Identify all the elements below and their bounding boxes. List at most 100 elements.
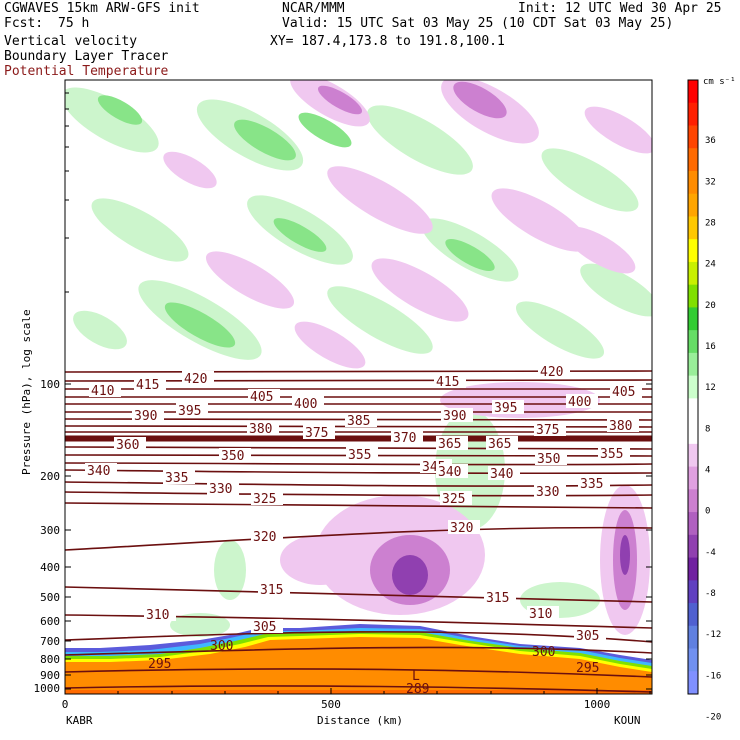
theta-label: 335 [580,477,603,492]
colorbar-swatch [688,489,698,513]
init-time: Init: 12 UTC Wed 30 Apr 25 [518,1,722,16]
y-tick-label: 700 [40,635,60,648]
colorbar-swatch [688,603,698,627]
colorbar-swatch [688,330,698,354]
theta-label: 365 [438,437,461,452]
theta-label: 350 [537,452,560,467]
colorbar-swatch [688,512,698,536]
theta-label: 355 [348,448,371,463]
y-tick-label: 800 [40,653,60,666]
theta-label: 355 [600,447,623,462]
model-title: CGWAVES 15km ARW-GFS init [4,1,200,16]
colorbar-label: -12 [705,630,721,640]
y-tick-label: 400 [40,561,60,574]
theta-label: 410 [91,384,114,399]
field-boundary-layer-tracer: Boundary Layer Tracer [4,49,169,64]
colorbar-label: 20 [705,301,716,311]
colorbar-swatch [688,239,698,263]
colorbar-swatch [688,216,698,240]
theta-label: 375 [305,426,328,441]
field-potential-temperature: Potential Temperature [4,64,169,79]
colorbar-label: 36 [705,136,716,146]
theta-label: 400 [294,397,317,412]
y-tick-label: 500 [40,591,60,604]
theta-label: 305 [576,629,599,644]
colorbar-label: 16 [705,342,716,352]
colorbar-swatch [688,80,698,104]
colorbar-swatch [688,170,698,195]
y-axis-title: Pressure (hPa), log scale [20,309,33,475]
plot-area: 420 420 415 415 410 405 405 400 400 395 … [65,80,652,697]
theta-label: 315 [486,591,509,606]
theta-label: 340 [438,465,461,480]
theta-label: 420 [540,365,563,380]
theta-label: 340 [87,464,110,479]
colorbar-label: -8 [705,589,716,599]
colorbar-label: 32 [705,177,716,187]
colorbar: cm s⁻¹ 36 32 28 24 20 16 12 8 4 0 -4 -8 -12 -16 -20 [687,77,736,722]
colorbar-label: -4 [705,548,716,558]
colorbar-swatch [688,261,698,286]
y-tick-label: 1000 [34,682,61,695]
theta-label: 360 [116,438,139,453]
theta-label: 300 [532,645,555,660]
boundary-layer-tracer [65,624,652,694]
y-tick-label: 300 [40,524,60,537]
theta-label: 305 [253,620,276,635]
theta-label: 380 [609,419,632,434]
colorbar-swatch [688,648,698,672]
colorbar-frame [687,79,699,695]
colorbar-swatch [688,352,698,377]
theta-label: 325 [442,492,465,507]
colorbar-label: -16 [705,671,721,681]
colorbar-swatch [688,625,698,650]
theta-label: 350 [221,449,244,464]
y-tick-label: 100 [40,378,60,391]
colorbar-label: 0 [705,507,710,517]
valid-time: Valid: 15 UTC Sat 03 May 25 (10 CDT Sat … [282,16,674,31]
colorbar-label: 4 [705,465,710,475]
colorbar-swatch [688,557,698,581]
x-tick-label: 0 [62,698,69,711]
boundary-layer-label: L [412,669,420,684]
theta-label: 330 [209,482,232,497]
field-vertical-velocity: Vertical velocity [4,34,138,49]
colorbar-swatch [688,375,698,399]
colorbar-swatch [688,125,698,149]
theta-label: 320 [450,521,473,536]
forecast-label: Fcst: [4,16,44,31]
colorbar-swatch [688,534,698,559]
colorbar-swatch [688,671,698,695]
theta-label: 289 [406,682,429,697]
theta-label: 395 [178,404,201,419]
colorbar-swatch [688,284,698,308]
x-axis-title: Distance (km) [317,714,403,727]
theta-label: 310 [529,607,552,622]
x-tick-label: 1000 [584,698,611,711]
vertical-velocity-shading [65,80,652,637]
x-axis: 0 500 1000 KABR KOUN Distance (km) [62,688,651,727]
colorbar-label: 12 [705,383,716,393]
start-station-label: KABR [66,714,93,727]
theta-label: 365 [488,437,511,452]
theta-label: 390 [443,409,466,424]
theta-label: 325 [253,492,276,507]
theta-label: 400 [568,395,591,410]
theta-label: 415 [436,375,459,390]
forecast-hours: 75 h [58,16,90,31]
theta-label: 385 [347,414,370,429]
colorbar-swatch [688,466,698,490]
theta-label: 335 [165,471,188,486]
colorbar-swatch [688,421,698,445]
colorbar-label: -20 [705,712,721,722]
colorbar-label: 8 [705,424,710,434]
y-tick-label: 900 [40,669,60,682]
x-tick-label: 500 [321,698,341,711]
theta-label: 415 [136,378,159,393]
theta-label: 390 [134,409,157,424]
colorbar-label: 24 [705,260,716,270]
theta-label: 380 [249,422,272,437]
y-axis: 100 200 300 400 500 600 700 800 900 1000… [20,92,652,695]
theta-label: 315 [260,583,283,598]
